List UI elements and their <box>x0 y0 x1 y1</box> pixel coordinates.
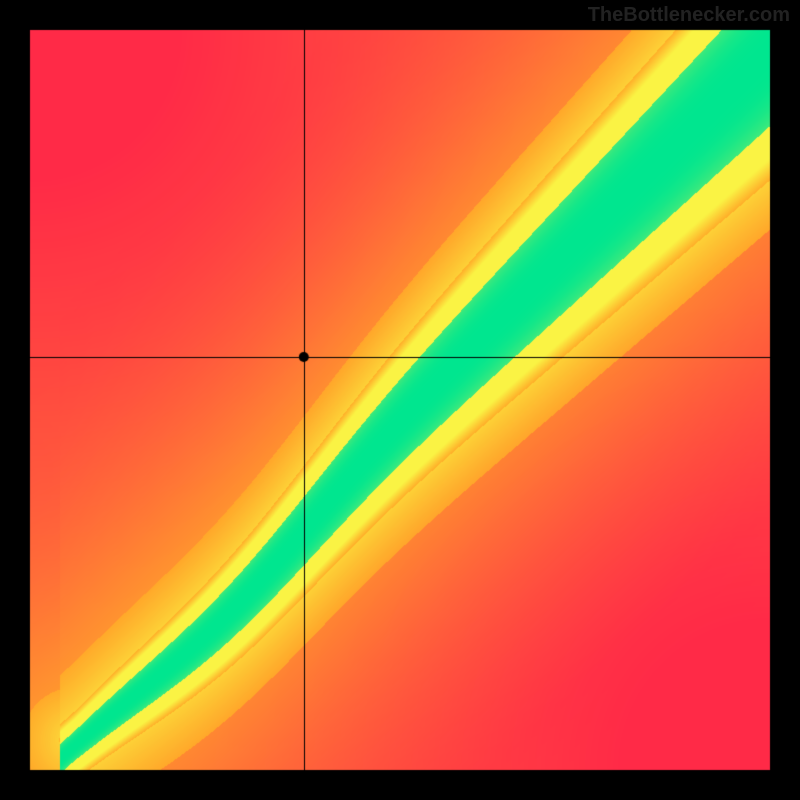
attribution-label: TheBottlenecker.com <box>588 4 790 27</box>
bottleneck-heatmap-container: TheBottlenecker.com <box>0 0 800 800</box>
heatmap-canvas <box>0 0 800 800</box>
